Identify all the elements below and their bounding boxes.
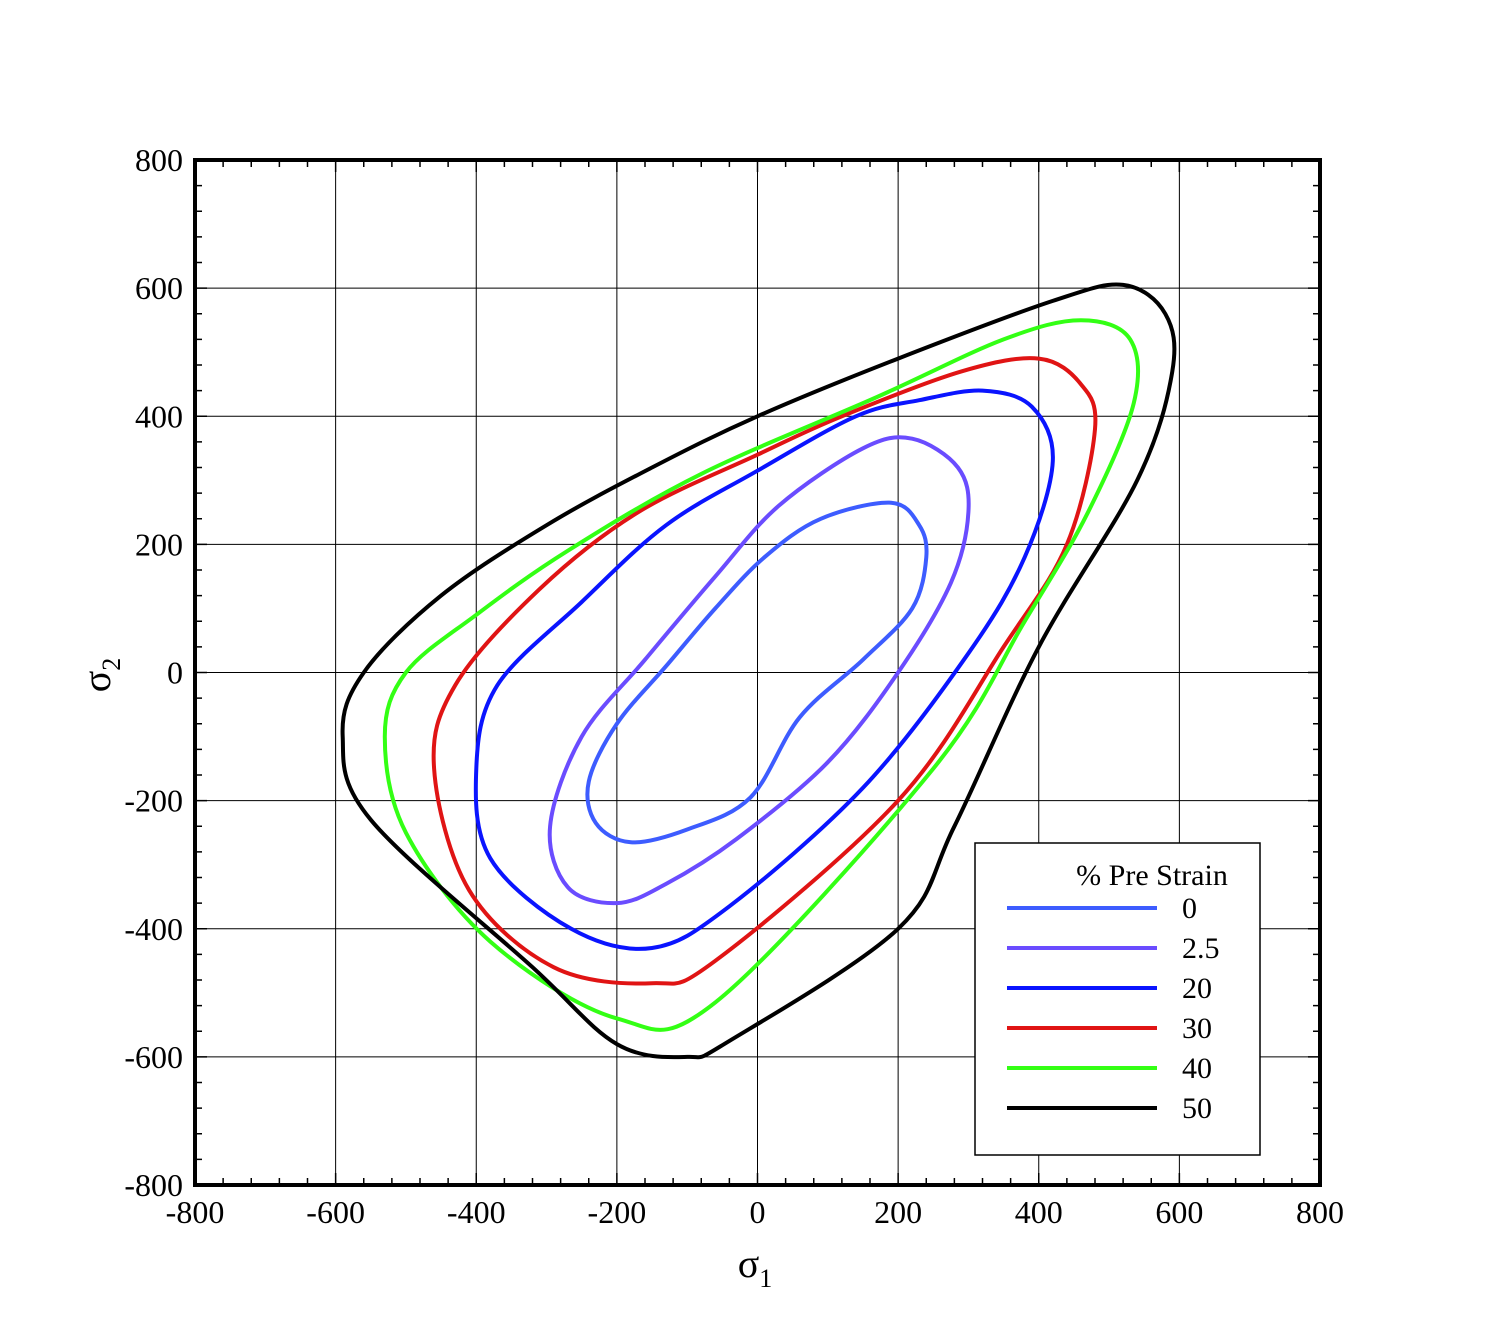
y-axis-symbol: σ <box>74 671 119 693</box>
y-tick-label: 600 <box>135 270 183 306</box>
legend-title: % Pre Strain <box>1076 859 1228 892</box>
y-axis-subscript: 2 <box>97 658 126 671</box>
y-axis-title: σ2 <box>74 658 126 693</box>
legend: % Pre Strain 0 2.5 20 30 40 50 <box>974 842 1261 1156</box>
series-line-2-5 <box>547 435 971 906</box>
x-axis-title: σ1 <box>738 1241 773 1293</box>
legend-label-30: 30 <box>1182 1012 1212 1045</box>
x-tick-label: 200 <box>874 1194 922 1230</box>
x-tick-label: -800 <box>166 1194 225 1230</box>
legend-box <box>974 842 1261 1156</box>
series-line-40 <box>382 318 1140 1032</box>
series-line-50 <box>340 282 1177 1060</box>
x-tick-label: -400 <box>447 1194 506 1230</box>
legend-label-20: 20 <box>1182 972 1212 1005</box>
legend-label-50: 50 <box>1182 1092 1212 1125</box>
x-tick-label: 800 <box>1296 1194 1344 1230</box>
legend-label-2-5: 2.5 <box>1182 932 1220 965</box>
x-tick-label: 600 <box>1155 1194 1203 1230</box>
y-tick-label: 400 <box>135 398 183 434</box>
plot-lines <box>340 282 1177 1060</box>
y-tick-label: 200 <box>135 526 183 562</box>
series-line-20 <box>473 388 1055 951</box>
y-tick-label: -400 <box>124 911 183 947</box>
x-axis-subscript: 1 <box>759 1264 772 1293</box>
y-tick-label: -200 <box>124 783 183 819</box>
y-tick-label: 0 <box>167 655 183 691</box>
y-tick-labels: -800 -600 -400 -200 0 200 400 600 800 <box>124 142 183 1203</box>
legend-items: 0 2.5 20 30 40 50 <box>1007 892 1220 1125</box>
series-line-30 <box>431 356 1098 986</box>
plot-frame <box>193 158 1322 1187</box>
x-tick-label: 400 <box>1015 1194 1063 1230</box>
legend-label-0: 0 <box>1182 892 1197 925</box>
legend-label-40: 40 <box>1182 1052 1212 1085</box>
x-tick-label: 0 <box>750 1194 766 1230</box>
x-axis-symbol: σ <box>738 1241 760 1286</box>
x-tick-labels: -800 -600 -400 -200 0 200 400 600 800 <box>166 1194 1344 1230</box>
y-tick-label: 800 <box>135 142 183 178</box>
y-tick-label: -800 <box>124 1167 183 1203</box>
series-line-0 <box>585 500 929 845</box>
y-tick-label: -600 <box>124 1039 183 1075</box>
x-tick-label: -600 <box>306 1194 365 1230</box>
x-tick-label: -200 <box>588 1194 647 1230</box>
